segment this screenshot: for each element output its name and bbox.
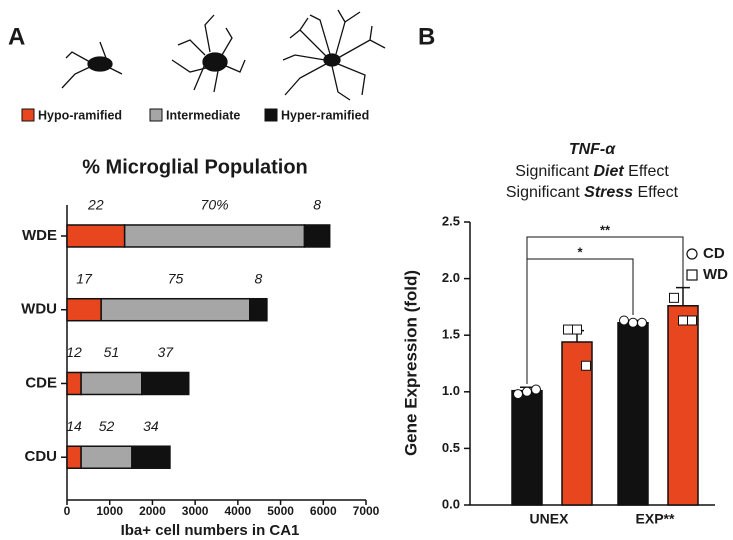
bar (617, 321, 649, 506)
y-tick-label: 0.0 (442, 496, 460, 511)
x-tick-label: 2000 (139, 504, 166, 518)
bar-segment (66, 371, 82, 396)
bar-segment (66, 224, 126, 248)
legend-swatch (149, 108, 163, 122)
bar-segment (66, 445, 82, 469)
x-tick-label: 6000 (310, 504, 337, 518)
bar-segment (100, 297, 251, 322)
icon-intermediate (171, 14, 246, 93)
legend-label: Hyper-ramified (281, 108, 369, 122)
data-point (619, 315, 629, 326)
legend-label: Intermediate (166, 108, 240, 122)
y-tick-label: 2.0 (442, 270, 460, 285)
data-label: 52 (99, 418, 115, 434)
significance-label: * (577, 244, 583, 259)
subtitle-part: Significant (515, 163, 593, 180)
data-label: 8 (313, 197, 321, 213)
data-point (669, 292, 679, 303)
bar-segment (131, 445, 171, 469)
legend-marker (686, 248, 698, 260)
legend-label: Hypo-ramified (38, 108, 122, 122)
x-tick-label: 4000 (225, 504, 252, 518)
legend-swatch (264, 108, 278, 122)
y-tick-label: CDU (25, 448, 58, 465)
panel-label: A (8, 23, 25, 50)
data-label: 17 (76, 270, 93, 286)
bar-segment (249, 297, 268, 322)
panel-label: B (418, 23, 435, 50)
data-label: 12 (66, 344, 82, 360)
bar-segment (123, 224, 306, 248)
data-point (572, 324, 582, 335)
data-label: 22 (87, 197, 104, 213)
x-tick-label: 0 (64, 504, 71, 518)
y-tick-label: 0.5 (442, 440, 460, 455)
data-label: 51 (104, 344, 120, 360)
y-tick-label: 1.5 (442, 327, 460, 342)
data-label: 75 (168, 270, 184, 286)
bar-segment (80, 445, 133, 469)
y-tick-label: WDE (22, 227, 57, 244)
y-axis-label: Gene Expression (fold) (401, 270, 420, 456)
data-point (522, 386, 532, 397)
subtitle-part: Stress (584, 184, 633, 201)
y-tick-label: 2.5 (442, 213, 460, 228)
icon-hyper (282, 9, 386, 101)
data-label: 70% (201, 197, 229, 213)
x-tick-label: 3000 (182, 504, 209, 518)
subtitle-part: Significant (506, 184, 584, 201)
data-point (563, 324, 573, 335)
bar-segment (141, 371, 190, 396)
data-point (531, 384, 541, 395)
data-point (513, 389, 523, 400)
subtitle: Significant Stress Effect (506, 184, 679, 201)
subtitle-part: Diet (593, 163, 624, 180)
chart-title: TNF-α (569, 141, 616, 158)
x-tick-label: 7000 (353, 504, 380, 518)
icon-hypo (61, 41, 123, 89)
bar-segment (66, 297, 102, 322)
legend-marker (686, 269, 698, 281)
bar-segment (80, 371, 143, 396)
y-tick-label: CDE (25, 374, 57, 391)
x-tick-label: 5000 (267, 504, 294, 518)
data-label: 8 (254, 270, 262, 286)
significance-bracket (526, 258, 634, 384)
data-point (628, 317, 638, 328)
x-tick-label: UNEX (530, 511, 570, 527)
bar-segment (303, 224, 331, 248)
data-point (637, 317, 647, 328)
data-label: 34 (143, 418, 159, 434)
microglia-icons (61, 9, 386, 101)
data-point (687, 315, 697, 326)
bar (511, 389, 543, 506)
legend-swatch (21, 108, 35, 122)
subtitle-part: Effect (633, 184, 679, 201)
data-point (678, 315, 688, 326)
subtitle: Significant Diet Effect (515, 163, 669, 180)
legend-label: CD (703, 245, 725, 262)
y-tick-label: WDU (21, 301, 57, 318)
chart-title: % Microglial Population (82, 156, 308, 178)
y-tick-label: 1.0 (442, 383, 460, 398)
x-tick-label: 1000 (96, 504, 123, 518)
legend-label: WD (703, 266, 728, 283)
data-point (581, 360, 591, 371)
significance-label: ** (600, 222, 611, 237)
bar (667, 305, 699, 506)
data-label: 14 (66, 418, 82, 434)
x-tick-label: EXP** (636, 511, 675, 527)
data-label: 37 (157, 344, 174, 360)
x-axis-label: Iba+ cell numbers in CA1 (121, 522, 300, 539)
subtitle-part: Effect (624, 163, 670, 180)
